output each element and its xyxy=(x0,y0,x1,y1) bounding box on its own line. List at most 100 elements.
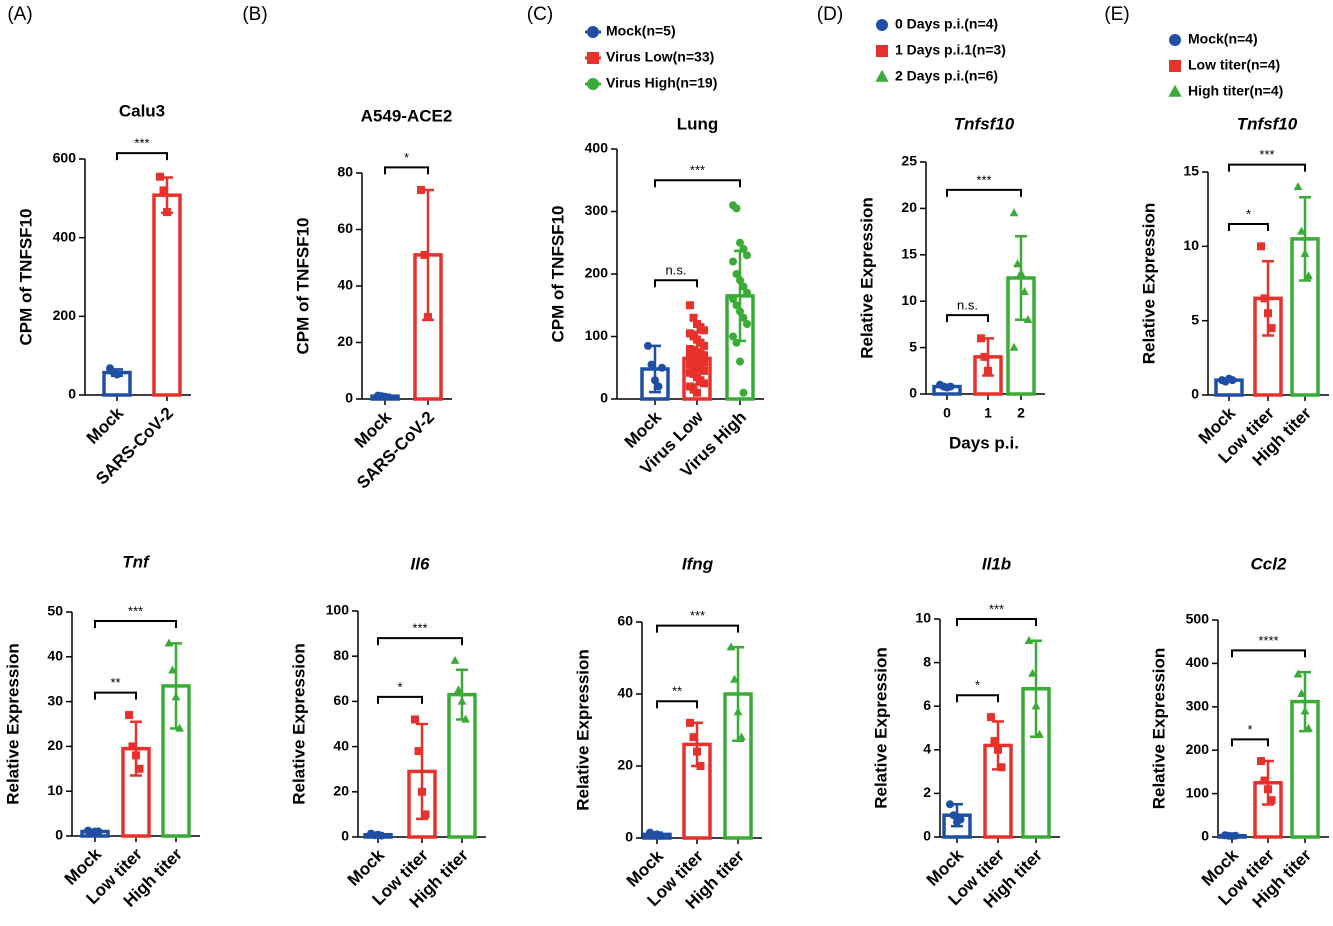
significance-bracket xyxy=(654,279,698,288)
y-tick-label: 40 xyxy=(617,685,633,701)
y-tick-label: 100 xyxy=(326,602,350,618)
data-point xyxy=(693,747,701,756)
y-tick-label: 400 xyxy=(1186,654,1210,670)
data-point xyxy=(421,810,430,819)
data-point xyxy=(417,185,425,194)
y-tick-label: 400 xyxy=(53,228,77,244)
significance-bracket xyxy=(1231,649,1306,658)
data-point xyxy=(168,665,177,674)
data-point xyxy=(739,313,748,322)
legend-marker xyxy=(875,69,889,82)
y-tick-label: 40 xyxy=(47,648,63,664)
y-tick-label: 4 xyxy=(923,741,931,757)
data-point xyxy=(125,711,133,720)
data-point xyxy=(450,655,460,664)
data-point xyxy=(743,251,751,260)
data-point xyxy=(1024,636,1034,644)
data-point xyxy=(418,787,426,796)
data-point xyxy=(729,295,737,303)
data-point xyxy=(733,707,743,716)
data-point xyxy=(946,800,954,809)
significance-label: *** xyxy=(690,608,705,623)
significance-label: n.s. xyxy=(957,298,978,313)
chart-title: Il1b xyxy=(982,554,1011,573)
legend-label: Virus Low(n=33) xyxy=(606,49,714,65)
chart-title: Tnfsf10 xyxy=(954,114,1015,133)
panel-label: (B) xyxy=(242,4,267,25)
y-tick-label: 30 xyxy=(47,692,63,708)
y-axis-label: Relative Expression xyxy=(871,647,890,809)
significance-bracket xyxy=(956,618,1037,626)
data-point xyxy=(1031,701,1041,710)
y-axis-label: Relative Expression xyxy=(1139,203,1158,365)
y-tick-label: 0 xyxy=(1201,828,1209,844)
data-point xyxy=(736,357,744,366)
y-tick-label: 200 xyxy=(53,307,77,323)
legend-label: Mock(n=4) xyxy=(1188,31,1258,47)
y-tick-label: 0 xyxy=(1191,386,1199,402)
data-point xyxy=(732,204,741,213)
data-point xyxy=(736,238,744,247)
y-tick-label: 10 xyxy=(915,610,931,626)
data-point xyxy=(726,642,736,651)
data-point xyxy=(1013,259,1022,268)
y-tick-label: 60 xyxy=(333,692,349,708)
data-point xyxy=(1016,268,1026,277)
data-point xyxy=(163,208,171,217)
data-point xyxy=(651,376,659,385)
data-point xyxy=(1297,688,1306,697)
significance-label: *** xyxy=(989,601,1004,616)
data-point xyxy=(743,288,751,297)
significance-bracket xyxy=(384,166,429,175)
data-point xyxy=(700,366,708,375)
y-tick-label: 500 xyxy=(1186,611,1210,627)
y-tick-label: 6 xyxy=(923,697,931,713)
data-point xyxy=(700,358,708,367)
y-tick-label: 20 xyxy=(901,199,917,215)
significance-bracket xyxy=(377,637,463,646)
data-point xyxy=(1293,669,1303,678)
data-point xyxy=(729,257,737,266)
data-point xyxy=(1264,785,1272,794)
data-point xyxy=(1231,831,1240,840)
chart-title: Tnf xyxy=(122,552,151,571)
legend-marker xyxy=(587,26,599,38)
data-point xyxy=(987,713,995,722)
significance-bracket xyxy=(656,700,698,709)
legend-marker xyxy=(876,19,888,31)
error-bar xyxy=(1015,234,1027,322)
data-point xyxy=(654,382,663,391)
significance-label: **** xyxy=(1258,633,1278,648)
y-tick-label: 10 xyxy=(1183,237,1199,253)
data-point xyxy=(647,360,656,369)
significance-bracket xyxy=(946,188,1022,197)
significance-label: * xyxy=(404,150,409,165)
data-point xyxy=(171,692,181,701)
data-point xyxy=(1035,729,1044,738)
chart-title: A549-ACE2 xyxy=(361,106,453,125)
data-point xyxy=(1257,757,1265,766)
y-tick-label: 0 xyxy=(600,390,608,406)
y-tick-label: 0 xyxy=(55,827,63,843)
y-tick-label: 100 xyxy=(1186,784,1210,800)
chart-title: Lung xyxy=(677,114,719,133)
legend-label: Virus High(n=19) xyxy=(606,75,717,91)
data-point xyxy=(175,723,184,732)
significance-bracket xyxy=(654,179,741,188)
data-point xyxy=(156,172,164,181)
data-point xyxy=(1267,796,1276,805)
y-tick-label: 600 xyxy=(53,150,77,166)
error-bar xyxy=(1299,196,1311,282)
significance-bracket xyxy=(956,694,999,703)
data-point xyxy=(997,763,1006,772)
y-tick-label: 200 xyxy=(1186,741,1210,757)
data-point xyxy=(739,245,748,253)
y-axis-label: Relative Expression xyxy=(573,649,592,811)
data-point xyxy=(700,379,708,388)
data-point xyxy=(128,742,137,751)
legend-label: 0 Days p.i.(n=4) xyxy=(895,16,998,32)
data-point xyxy=(739,388,748,397)
error-bar xyxy=(416,722,428,821)
data-point xyxy=(1257,242,1265,251)
significance-bracket xyxy=(1228,163,1306,172)
